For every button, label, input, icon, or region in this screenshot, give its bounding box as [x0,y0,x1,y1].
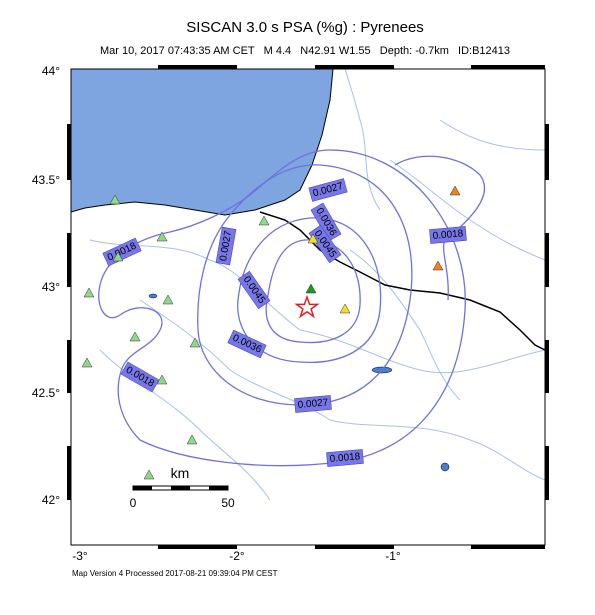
scale-start: 0 [130,496,137,510]
frame [67,65,549,549]
scale-end: 50 [221,496,235,510]
y-label: 42.5° [32,386,60,400]
y-label: 44° [42,64,60,78]
contours [98,149,486,467]
title: SISCAN 3.0 s PSA (%g) : Pyrenees [186,19,424,36]
map-area: 0.0027 0.0036 0.0045 0.0018 0.0018 0.002… [67,65,549,549]
stations [81,185,461,480]
contour-label: 0.0027 [218,230,234,262]
scale-bar: km 0 50 [130,465,235,510]
x-label: -2° [229,549,245,563]
contour-label: 0.0027 [297,397,329,411]
contour-labels: 0.0027 0.0036 0.0045 0.0018 0.0018 0.002… [102,178,467,467]
contour-label: 0.0018 [329,451,361,465]
epicenter [294,294,320,319]
y-label: 43.5° [32,173,60,187]
y-label: 42° [42,493,60,507]
y-label: 43° [42,280,60,294]
axis-labels: -3° -2° -1° 44° 43.5° 43° 42.5° 42° [32,64,401,563]
border [259,211,546,351]
x-label: -3° [72,549,88,563]
subtitle: Mar 10, 2017 07:43:35 AM CET M 4.4 N42.9… [100,45,510,57]
x-label: -1° [385,549,401,563]
scale-unit: km [171,465,190,481]
contour-label: 0.0018 [432,228,464,242]
footer: Map Version 4 Processed 2017-08-21 09:39… [72,569,278,578]
sea [70,68,334,216]
